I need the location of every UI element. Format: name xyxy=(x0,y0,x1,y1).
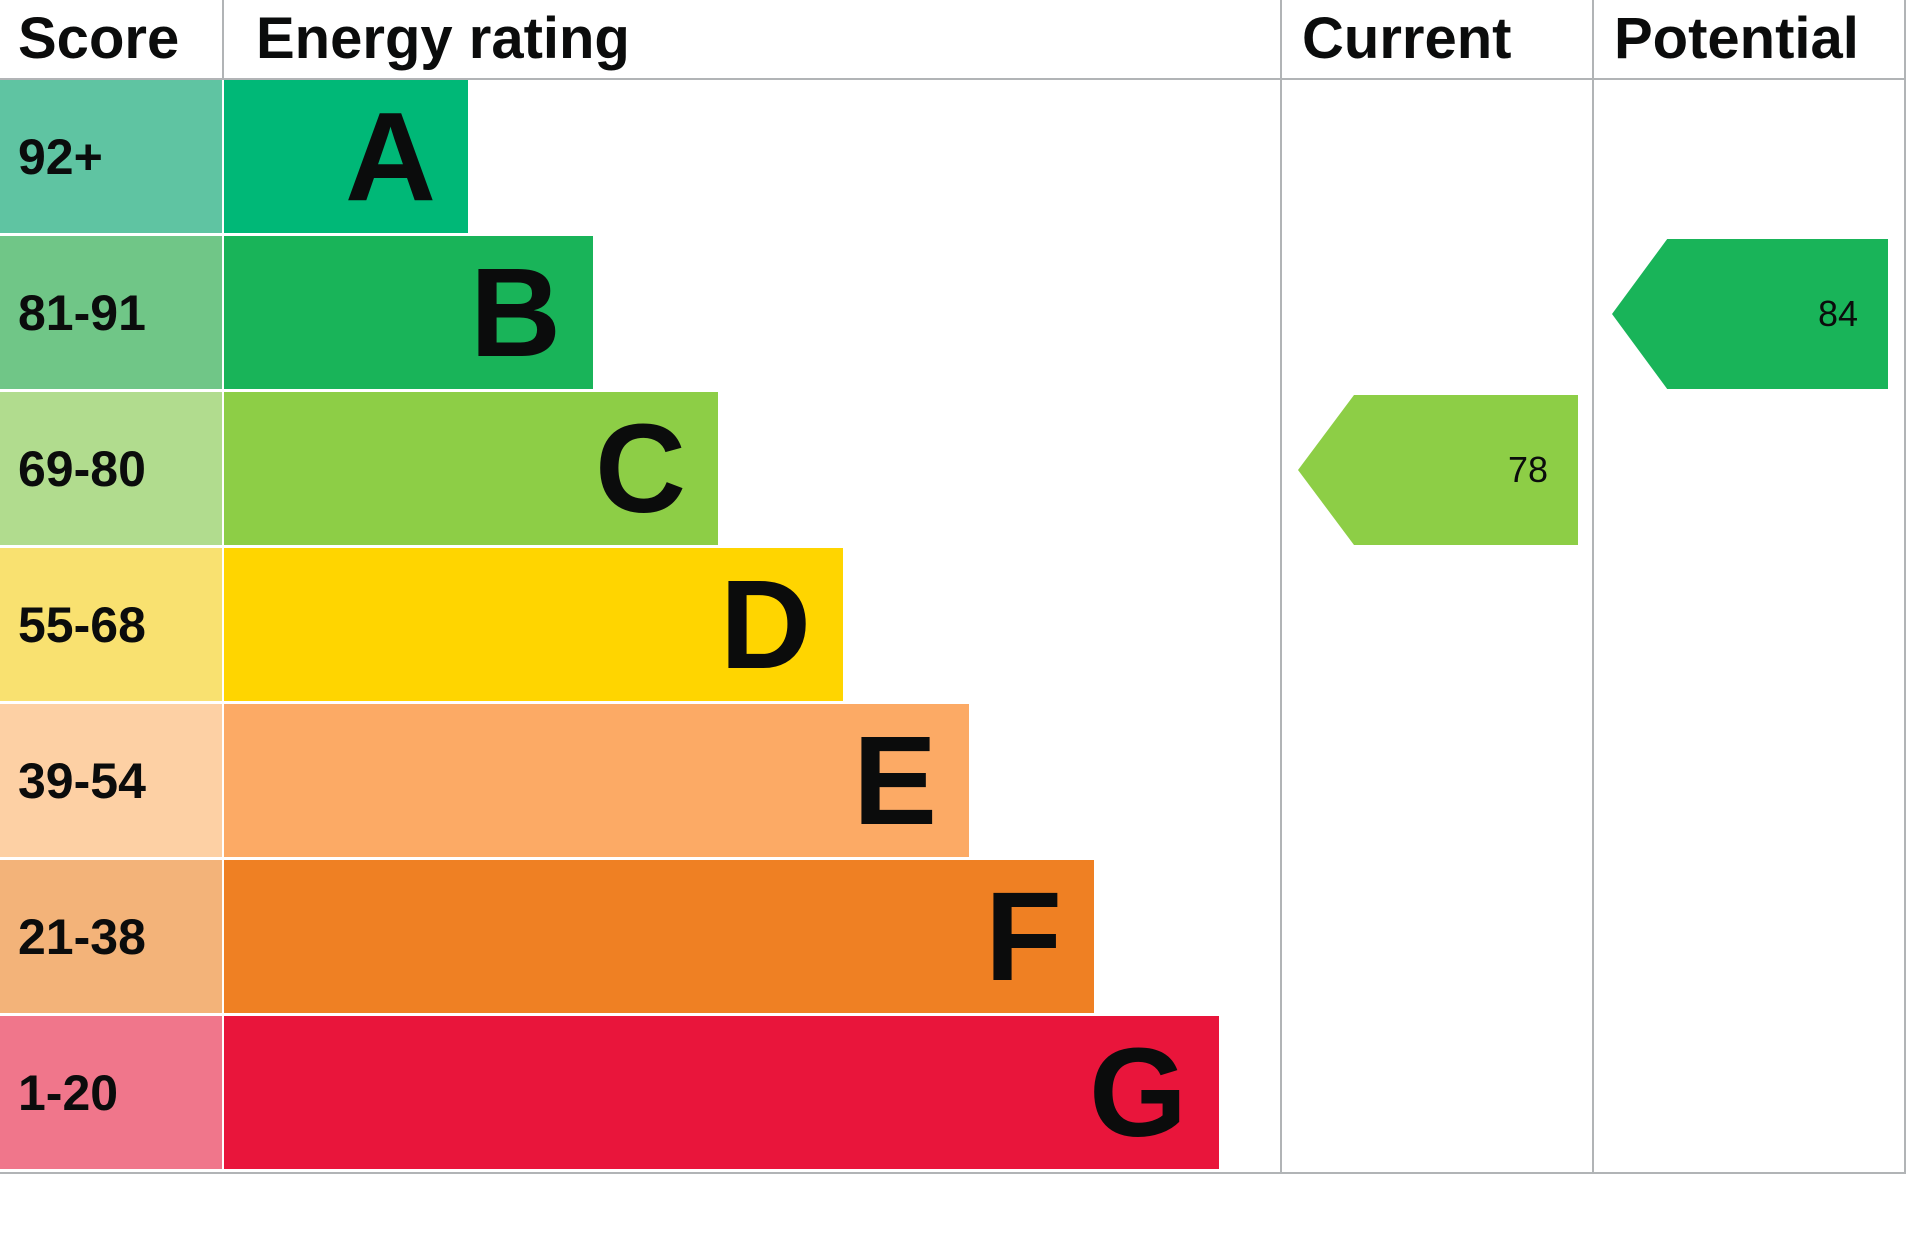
chart-bottom-rule xyxy=(0,1172,1906,1174)
current-cell-g xyxy=(1280,1016,1592,1172)
score-column-header: Score xyxy=(0,0,224,78)
band-bar-track: A xyxy=(222,80,1280,236)
band-bar-track: G xyxy=(222,1016,1280,1172)
band-bar-track: C xyxy=(222,392,1280,548)
score-range-e: 39-54 xyxy=(0,704,222,857)
score-range-a: 92+ xyxy=(0,80,222,233)
potential-cell-d xyxy=(1592,548,1906,704)
band-bar-b: B xyxy=(224,236,593,389)
potential-rating-arrow: 84 xyxy=(1612,239,1888,389)
band-bar-f: F xyxy=(224,860,1094,1013)
band-row-g: 1-20 G xyxy=(0,1016,1906,1172)
current-cell-f xyxy=(1280,860,1592,1016)
band-row-d: 55-68 D xyxy=(0,548,1906,704)
score-range-g: 1-20 xyxy=(0,1016,222,1169)
current-cell-a xyxy=(1280,80,1592,236)
potential-column-header: Potential xyxy=(1592,0,1906,78)
score-range-c: 69-80 xyxy=(0,392,222,545)
energy-rating-chart: Score Energy rating Current Potential 92… xyxy=(0,0,1906,1174)
potential-cell-e xyxy=(1592,704,1906,860)
potential-cell-a xyxy=(1592,80,1906,236)
current-cell-b xyxy=(1280,236,1592,392)
band-bar-a: A xyxy=(224,80,468,233)
potential-cell-c xyxy=(1592,392,1906,548)
current-column-header: Current xyxy=(1280,0,1592,78)
potential-cell-g xyxy=(1592,1016,1906,1172)
current-cell-c: 78 xyxy=(1280,392,1592,548)
band-bar-c: C xyxy=(224,392,718,545)
chart-header: Score Energy rating Current Potential xyxy=(0,0,1906,80)
energy-rating-column-header: Energy rating xyxy=(256,6,630,71)
band-bar-e: E xyxy=(224,704,969,857)
band-bar-g: G xyxy=(224,1016,1219,1169)
band-row-e: 39-54 E xyxy=(0,704,1906,860)
band-row-c: 69-80 C 78 xyxy=(0,392,1906,548)
score-range-f: 21-38 xyxy=(0,860,222,1013)
band-row-b: 81-91 B 84 xyxy=(0,236,1906,392)
band-bar-d: D xyxy=(224,548,843,701)
current-rating-arrow: 78 xyxy=(1298,395,1578,545)
band-bar-track: D xyxy=(222,548,1280,704)
band-row-a: 92+ A xyxy=(0,80,1906,236)
score-range-b: 81-91 xyxy=(0,236,222,389)
band-bar-track: B xyxy=(222,236,1280,392)
score-range-d: 55-68 xyxy=(0,548,222,701)
band-bar-track: E xyxy=(222,704,1280,860)
band-row-f: 21-38 F xyxy=(0,860,1906,1016)
current-cell-e xyxy=(1280,704,1592,860)
potential-cell-f xyxy=(1592,860,1906,1016)
current-cell-d xyxy=(1280,548,1592,704)
band-bar-track: F xyxy=(222,860,1280,1016)
potential-cell-b: 84 xyxy=(1592,236,1906,392)
